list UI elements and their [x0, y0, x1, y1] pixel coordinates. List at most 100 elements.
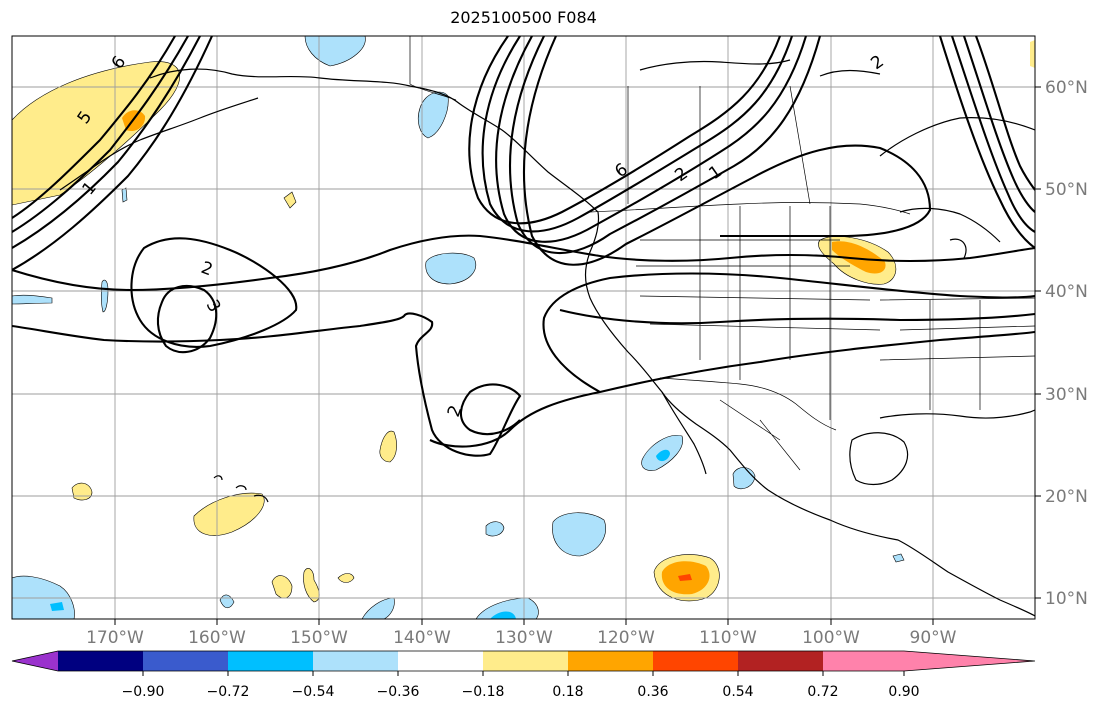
colorbar-bin: [58, 651, 144, 671]
colorbar-tick-label: −0.72: [207, 684, 250, 700]
colorbar-bin: [398, 651, 484, 671]
contour-line: [559, 308, 1035, 325]
colorbar-tick-label: 0.54: [722, 684, 753, 700]
colorbar-bin: [568, 651, 654, 671]
longitude-label: 140°W: [393, 628, 451, 648]
positive-anomaly-area: [12, 61, 180, 206]
latitude-label: 20°N: [1045, 487, 1088, 507]
yucatan-coast: [849, 432, 909, 486]
contour-line: [12, 36, 189, 233]
contour-line: [522, 36, 932, 266]
colorbar-bin: [143, 651, 229, 671]
negative-anomaly-area: [552, 512, 606, 557]
longitude-axis: 170°W 160°W 150°W 140°W 130°W 120°W 110°…: [86, 619, 957, 648]
contour-line: [12, 36, 176, 219]
arctic-coast: [639, 59, 791, 71]
contour-line: [963, 36, 1035, 213]
map-title: 2025100500 F084: [450, 8, 597, 27]
colorbar-tick-label: −0.18: [462, 684, 505, 700]
colorbar-tick-label: 0.72: [807, 684, 838, 700]
colorbar-bin: [313, 651, 399, 671]
us-canada-border: [589, 202, 911, 215]
latitude-axis: 60°N 50°N 40°N 30°N 20°N 10°N: [1035, 78, 1088, 609]
positive-anomaly-area: [379, 430, 397, 463]
positive-anomaly-area: [271, 575, 293, 599]
us-canada-west-coast: [584, 211, 1035, 617]
positive-anomaly-area: [193, 492, 265, 536]
colorbar-tick-label: 0.90: [888, 684, 919, 700]
us-state-line: [636, 206, 881, 420]
longitude-label: 100°W: [802, 628, 860, 648]
positive-anomaly-area: [1030, 40, 1035, 68]
us-mexico-border: [659, 377, 837, 431]
positive-anomaly-area: [337, 573, 355, 583]
mexico-state-line: [719, 399, 801, 471]
us-state-line: [879, 297, 1035, 410]
negative-anomaly-area: [304, 36, 366, 67]
latitude-label: 60°N: [1045, 78, 1088, 98]
positive-anomaly-area: [71, 482, 93, 501]
colorbar-tick-label: −0.36: [377, 684, 420, 700]
contour-line: [542, 272, 1035, 393]
strong-negative-anomaly: [656, 449, 670, 462]
moderate-positive-anomaly: [832, 241, 886, 274]
negative-anomaly-area: [892, 553, 905, 563]
negative-anomaly-area: [425, 252, 476, 285]
anomaly-fills: [12, 36, 1035, 619]
contour-line: [429, 330, 1035, 448]
colorbar-bin: [823, 651, 904, 671]
contour-line: [468, 36, 781, 225]
arctic-coast: [819, 69, 881, 77]
colorbar-over-triangle: [904, 651, 1035, 671]
latitude-label: 30°N: [1045, 385, 1088, 405]
map-panel: [12, 36, 1035, 619]
baja-california: [661, 391, 707, 475]
colorbar-outline: [11, 650, 1036, 672]
colorbar-under-triangle: [12, 651, 58, 671]
colorbar-tick-label: 0.18: [552, 684, 583, 700]
strong-negative-anomaly: [490, 611, 516, 619]
latitude-label: 40°N: [1045, 282, 1088, 302]
great-lakes-coast: [899, 207, 1001, 259]
longitude-label: 150°W: [290, 628, 348, 648]
latitude-label: 10°N: [1045, 589, 1088, 609]
contour-line: [509, 36, 822, 255]
positive-anomaly-area: [283, 191, 297, 209]
strong-negative-anomaly: [50, 602, 64, 611]
longitude-label: 90°W: [910, 628, 957, 648]
longitude-label: 170°W: [86, 628, 144, 648]
colorbar-tick-label: −0.90: [122, 684, 165, 700]
latitude-label: 50°N: [1045, 180, 1088, 200]
contour-line: [481, 36, 793, 233]
contour-line: [12, 36, 213, 271]
contour-line: [495, 36, 808, 243]
colorbar-bin: [738, 651, 824, 671]
colorbar: −0.90 −0.72 −0.54 −0.36 −0.18 0.18 0.36 …: [11, 650, 1036, 700]
longitude-label: 110°W: [699, 628, 757, 648]
colorbar-bin: [483, 651, 569, 671]
colorbar-tick-label: −0.54: [292, 684, 335, 700]
colorbar-bin: [653, 651, 739, 671]
gulf-of-mexico-coast: [879, 409, 1035, 419]
negative-anomaly-area: [485, 521, 505, 537]
alaska-coastline: [149, 68, 599, 213]
aleutian-arc: [59, 97, 259, 191]
contour-line: [156, 285, 218, 354]
contour-line: [938, 36, 1035, 249]
coastlines: [59, 59, 1035, 617]
contour-line: [12, 312, 522, 457]
contour-line: [975, 36, 1035, 191]
colorbar-tick-label: 0.36: [637, 684, 668, 700]
alaska-canada-border: [409, 36, 457, 101]
negative-anomaly-area: [12, 294, 53, 305]
negative-anomaly-area: [121, 187, 128, 203]
contour-line: [130, 237, 298, 348]
contour-line: [12, 36, 201, 249]
hudson-bay-coast: [879, 117, 1035, 157]
contour-line: [951, 36, 1035, 233]
longitude-label: 130°W: [495, 628, 553, 648]
hawaii-islands: [213, 475, 269, 503]
longitude-label: 120°W: [597, 628, 655, 648]
longitude-label: 160°W: [188, 628, 246, 648]
